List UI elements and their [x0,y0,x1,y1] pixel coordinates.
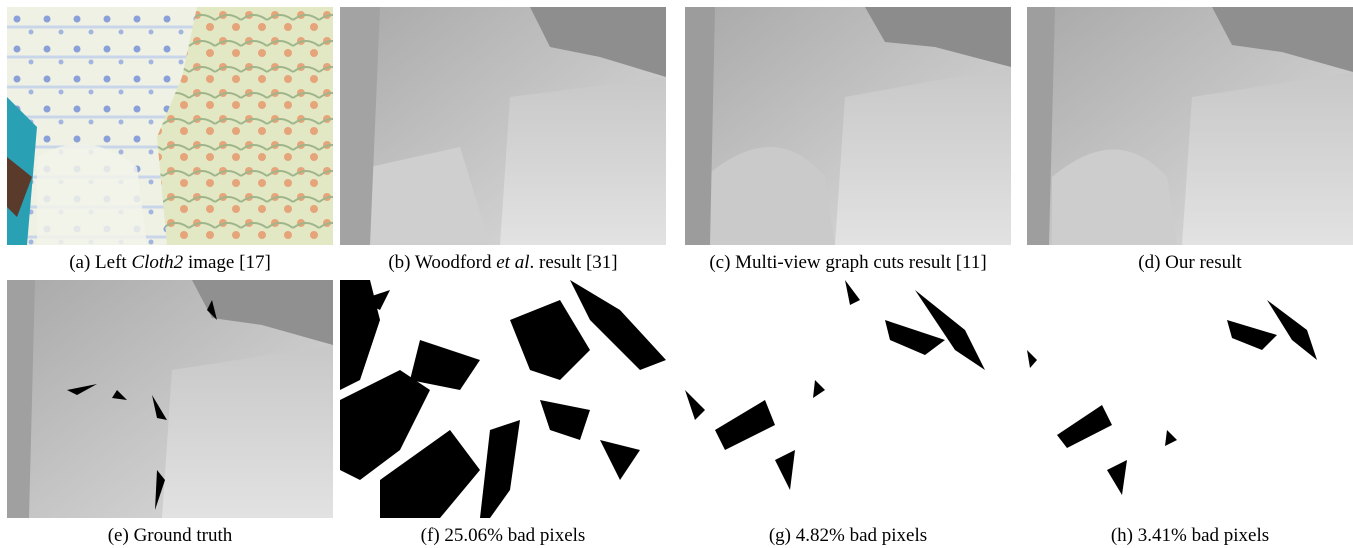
caption: (c) Multi-view graph cuts result [11] [673,252,1023,274]
caption: (d) Our result [1015,252,1353,274]
depth-map [340,7,666,245]
ground-truth [7,280,333,518]
caption-italic: Cloth2 [131,252,183,273]
figure: {"figure": {"panels": [ {"caption": [{"t… [0,0,1353,548]
caption: (e) Ground truth [0,525,345,547]
caption-text: (d) Our result [1138,252,1241,273]
caption-text: (c) Multi-view graph cuts result [11] [709,252,986,273]
panel: (e) Ground truth [7,280,333,518]
caption: (a) Left Cloth2 image [17] [0,252,345,274]
caption-text: image [17] [183,252,271,273]
error-map [340,280,666,518]
caption-italic: et al [496,252,529,273]
caption: (g) 4.82% bad pixels [673,525,1023,547]
photo [7,7,333,245]
caption-text: (f) 25.06% bad pixels [421,525,586,546]
depth-map [685,7,1011,245]
caption-text: . result [31] [530,252,618,273]
panel: (c) Multi-view graph cuts result [11] [685,7,1011,245]
caption-text: (h) 3.41% bad pixels [1111,525,1269,546]
caption-text: (b) Woodford [388,252,496,273]
caption-text: (e) Ground truth [108,525,233,546]
caption-text: (g) 4.82% bad pixels [769,525,927,546]
caption: (f) 25.06% bad pixels [328,525,678,547]
error-map [1027,280,1353,518]
caption-text: (a) Left [69,252,131,273]
depth-map [1027,7,1353,245]
panel: (g) 4.82% bad pixels [685,280,1011,518]
caption: (b) Woodford et al. result [31] [328,252,678,274]
caption: (h) 3.41% bad pixels [1015,525,1353,547]
panel: (b) Woodford et al. result [31] [340,7,666,245]
panel: (f) 25.06% bad pixels [340,280,666,518]
error-map [685,280,1011,518]
panel: (a) Left Cloth2 image [17] [7,7,333,245]
panel: (d) Our result [1027,7,1353,245]
panel: (h) 3.41% bad pixels [1027,280,1353,518]
